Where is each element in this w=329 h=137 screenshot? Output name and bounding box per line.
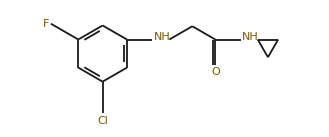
Text: NH: NH <box>242 32 259 42</box>
Text: Cl: Cl <box>97 116 108 126</box>
Text: O: O <box>211 67 220 77</box>
Text: F: F <box>42 19 49 29</box>
Text: NH: NH <box>154 32 170 42</box>
